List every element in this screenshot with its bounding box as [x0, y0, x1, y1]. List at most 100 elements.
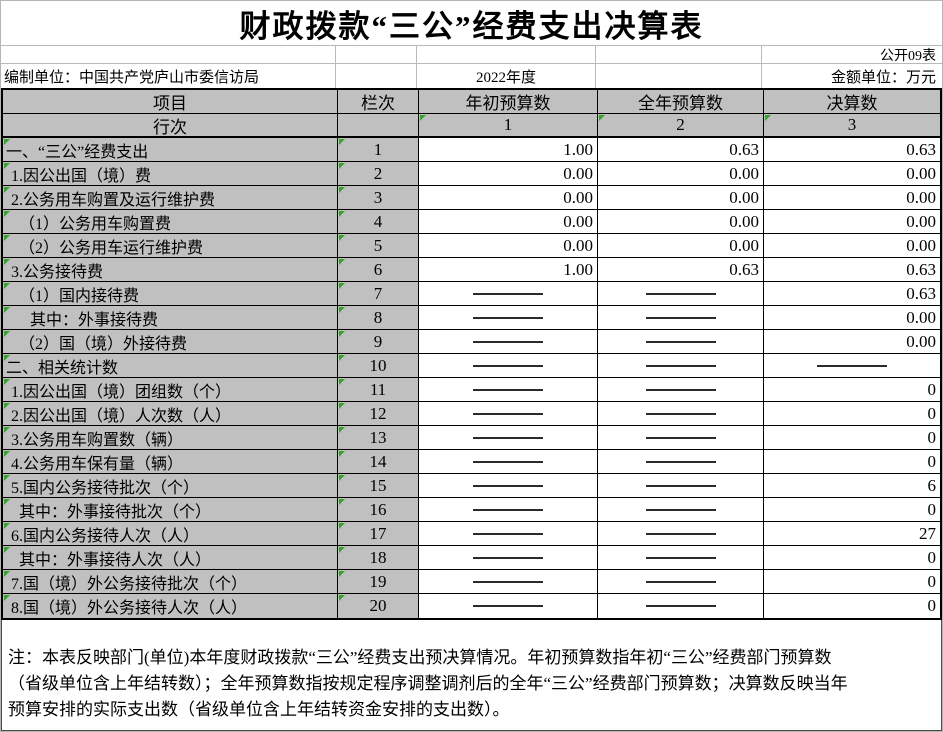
item-label-cell: 二、相关统计数	[3, 354, 338, 378]
item-label-cell: 3.公务接待费	[3, 258, 338, 282]
table-row: 1.因公出国（境）团组数（个） 11 0	[3, 378, 940, 402]
sheet-code: 公开09表	[880, 48, 936, 64]
row-index-header-row: 行次 1 2 3	[3, 114, 940, 138]
line-number-cell: 11	[338, 378, 419, 402]
value-cell: 0.00	[764, 306, 940, 330]
dash-placeholder	[645, 508, 716, 511]
dash-placeholder	[473, 532, 543, 535]
table-row: 其中：外事接待批次（个） 16 0	[3, 498, 940, 522]
value-cell	[598, 282, 764, 306]
item-label-cell: 1.因公出国（境）费	[3, 162, 338, 186]
empty-cell	[596, 64, 762, 88]
line-number-cell: 19	[338, 570, 419, 594]
sheet-code-row: 公开09表	[1, 46, 942, 64]
value-cell: 0.00	[419, 186, 598, 210]
prepared-by: 编制单位：中国共产党庐山市委信访局	[1, 64, 336, 88]
value-cell	[598, 546, 764, 570]
value-cell: 0.00	[598, 234, 764, 258]
year-label: 2022年度	[417, 64, 596, 88]
value-cell: 0.63	[598, 138, 764, 162]
dash-placeholder	[645, 532, 716, 535]
empty-cell	[336, 64, 417, 88]
value-cell: 6	[764, 474, 940, 498]
table-row: 6.国内公务接待人次（人） 17 27	[3, 522, 940, 546]
value-cell: 0.00	[419, 210, 598, 234]
line-number-cell: 9	[338, 330, 419, 354]
item-label-cell: 6.国内公务接待人次（人）	[3, 522, 338, 546]
table-row: 3.公务用车购置数（辆） 13 0	[3, 426, 940, 450]
value-cell: 0	[764, 426, 940, 450]
value-cell: 1.00	[419, 138, 598, 162]
footnote-line: 注：本表反映部门(单位)本年度财政拨款“三公”经费支出预决算情况。年初预算数指年…	[8, 648, 832, 667]
value-cell	[419, 426, 598, 450]
dash-placeholder	[473, 340, 543, 343]
dash-placeholder	[645, 412, 716, 415]
item-label-cell: 7.国（境）外公务接待批次（个）	[3, 570, 338, 594]
item-label-cell: 一、“三公”经费支出	[3, 138, 338, 162]
value-cell: 0.00	[598, 210, 764, 234]
column-header-annual-budget: 全年预算数	[598, 90, 764, 114]
value-cell	[598, 450, 764, 474]
dash-placeholder	[473, 484, 543, 487]
value-cell	[419, 378, 598, 402]
line-number-cell: 10	[338, 354, 419, 378]
table-row: 3.公务接待费 6 1.00 0.63 0.63	[3, 258, 940, 282]
value-cell: 0.00	[764, 186, 940, 210]
value-cell	[419, 354, 598, 378]
value-cell	[419, 306, 598, 330]
value-cell	[419, 570, 598, 594]
value-cell	[419, 330, 598, 354]
column-header-col-index: 栏次	[338, 90, 419, 114]
table-row: 7.国（境）外公务接待批次（个） 19 0	[3, 570, 940, 594]
value-cell	[419, 546, 598, 570]
line-number-cell: 6	[338, 258, 419, 282]
table-row: 4.公务用车保有量（辆） 14 0	[3, 450, 940, 474]
item-label-cell: （1）公务用车购置费	[3, 210, 338, 234]
table-body: 一、“三公”经费支出 1 1.00 0.63 0.63 1.因公出国（境）费 2 0.00 0.…	[3, 138, 940, 618]
value-cell: 0	[764, 546, 940, 570]
table-row: 二、相关统计数 10	[3, 354, 940, 378]
value-cell: 0.00	[764, 210, 940, 234]
page-title: 财政拨款“三公”经费支出决算表	[239, 8, 704, 44]
empty-cell	[596, 46, 762, 63]
item-label-cell: 3.公务用车购置数（辆）	[3, 426, 338, 450]
value-cell	[598, 474, 764, 498]
line-number-cell: 20	[338, 594, 419, 618]
table-row: 2.公务用车购置及运行维护费 3 0.00 0.00 0.00	[3, 186, 940, 210]
value-cell: 0.00	[764, 234, 940, 258]
item-label-cell: 5.国内公务接待批次（个）	[3, 474, 338, 498]
item-label-cell: 4.公务用车保有量（辆）	[3, 450, 338, 474]
dash-placeholder	[473, 292, 543, 295]
value-cell	[598, 594, 764, 618]
value-cell	[598, 306, 764, 330]
line-number-cell: 14	[338, 450, 419, 474]
line-number-cell: 1	[338, 138, 419, 162]
empty-cell	[336, 46, 417, 63]
expenses-table: 项目 栏次 年初预算数 全年预算数 决算数 行次 1 2 3 一、“三公”经费支…	[1, 88, 942, 620]
value-cell	[419, 498, 598, 522]
table-row: 其中：外事接待人次（人） 18 0	[3, 546, 940, 570]
dash-placeholder	[645, 460, 716, 463]
value-cell: 27	[764, 522, 940, 546]
column-number-3: 3	[764, 114, 940, 137]
dash-placeholder	[645, 292, 716, 295]
line-number-cell: 17	[338, 522, 419, 546]
value-cell	[598, 522, 764, 546]
table-row: （2）国（境）外接待费 9 0.00	[3, 330, 940, 354]
value-cell: 0	[764, 594, 940, 618]
dash-placeholder	[473, 508, 543, 511]
column-number-2: 2	[598, 114, 764, 137]
prepared-by-row: 编制单位：中国共产党庐山市委信访局 2022年度 金额单位：万元	[1, 64, 942, 88]
value-cell: 0.00	[598, 186, 764, 210]
value-cell	[419, 594, 598, 618]
item-label-cell: （1）国内接待费	[3, 282, 338, 306]
table-row: 5.国内公务接待批次（个） 15 6	[3, 474, 940, 498]
value-cell	[419, 522, 598, 546]
item-label-cell: 其中：外事接待批次（个）	[3, 498, 338, 522]
line-number-cell: 15	[338, 474, 419, 498]
value-cell	[598, 378, 764, 402]
line-number-cell: 3	[338, 186, 419, 210]
dash-placeholder	[473, 580, 543, 583]
dash-placeholder	[645, 436, 716, 439]
